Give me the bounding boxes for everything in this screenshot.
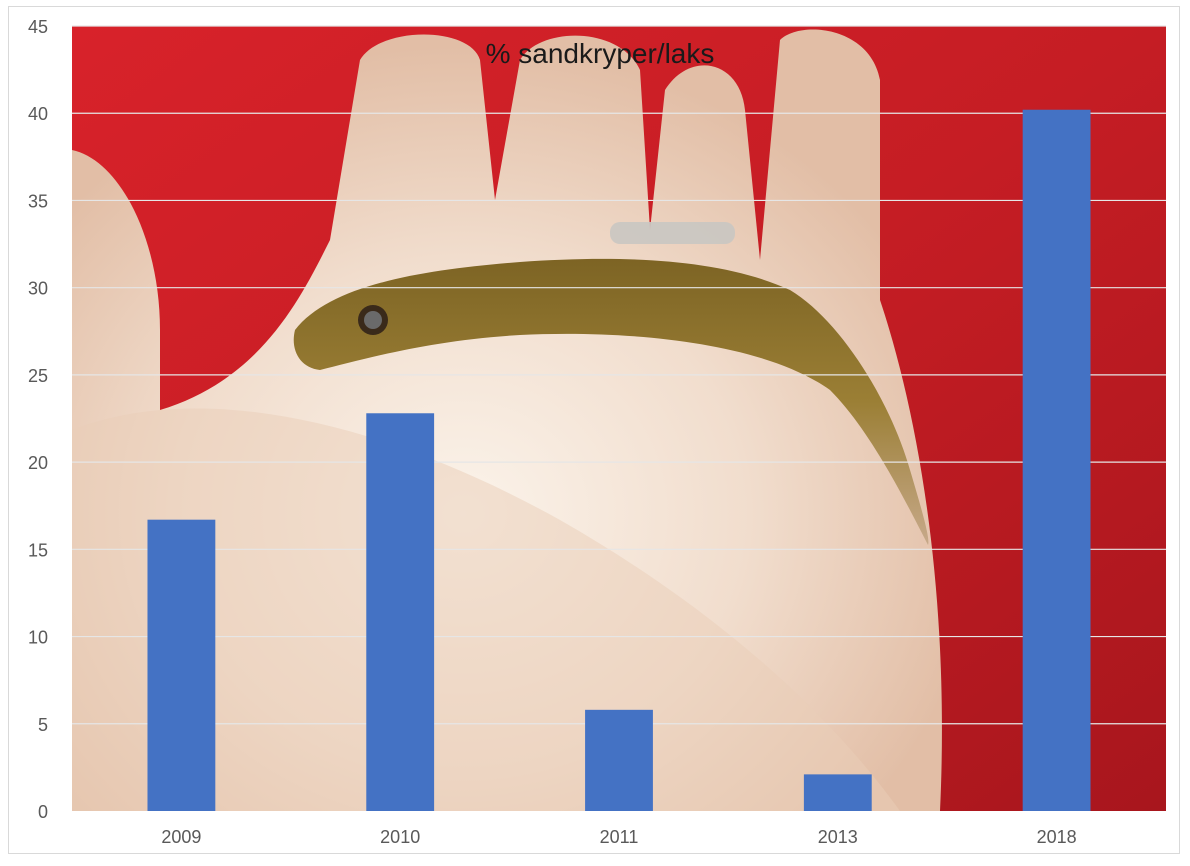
bar-2013 [803,774,872,811]
y-axis-ticks: 0 5 10 15 20 25 30 35 40 45 [28,17,48,822]
x-axis-ticks: 2009 2010 2011 2013 2018 [161,827,1076,847]
x-tick-label-2013: 2013 [818,827,858,847]
x-tick-label-2010: 2010 [380,827,420,847]
bar-2010 [366,413,435,811]
background-photo [72,26,1166,811]
y-tick-label: 5 [38,715,48,735]
y-tick-label: 25 [28,366,48,386]
y-tick-label: 35 [28,191,48,211]
y-tick-label: 40 [28,104,48,124]
x-tick-label-2009: 2009 [161,827,201,847]
y-tick-label: 45 [28,17,48,37]
x-tick-label-2018: 2018 [1037,827,1077,847]
y-tick-label: 10 [28,628,48,648]
y-tick-label: 0 [38,802,48,822]
y-tick-label: 20 [28,453,48,473]
bar-2009 [147,519,216,811]
y-tick-label: 30 [28,279,48,299]
bar-2011 [585,709,653,811]
bar-series [147,109,1091,811]
x-tick-label-2011: 2011 [600,827,639,847]
y-gridlines [72,25,1166,725]
y-tick-label: 15 [28,540,48,560]
chart-title: % sandkryper/laks [486,38,715,69]
bar-2018 [1022,109,1091,811]
